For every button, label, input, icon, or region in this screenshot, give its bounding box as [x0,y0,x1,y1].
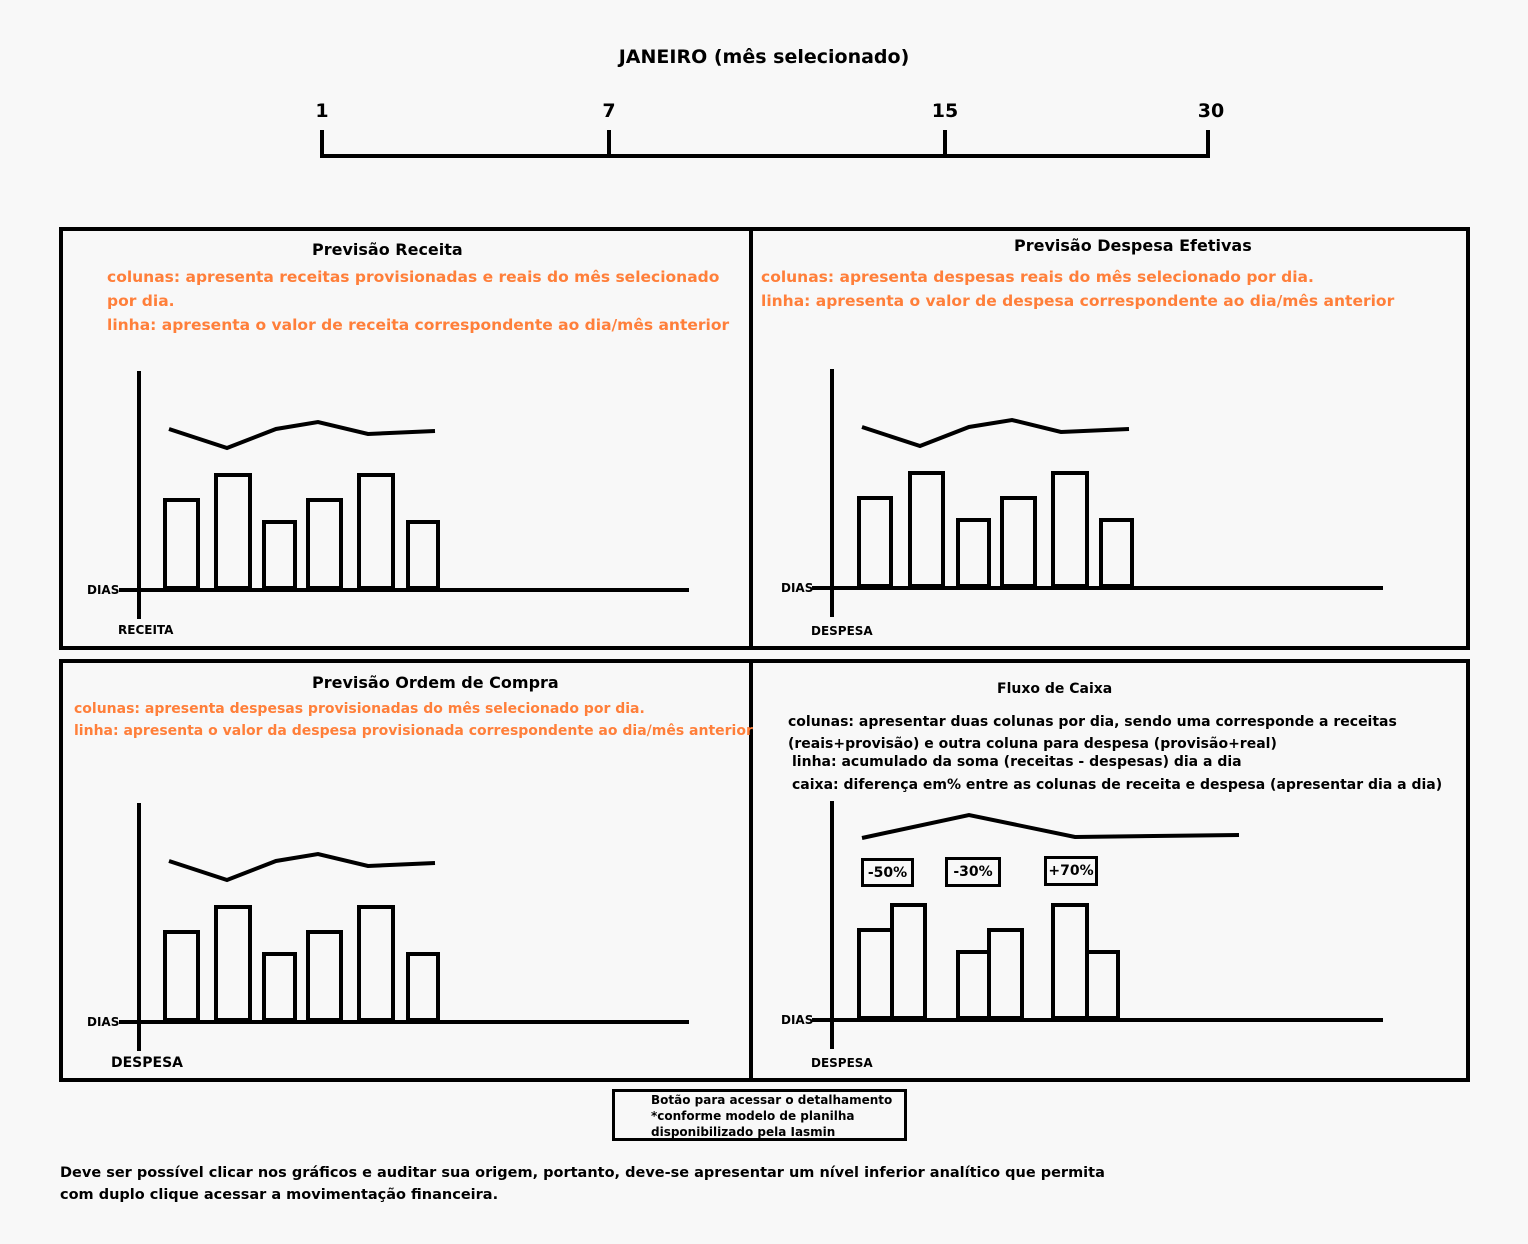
pct-diff-box: -30% [945,857,1001,887]
x-axis-label: DIAS [781,581,814,595]
y-axis-label: RECEITA [118,623,174,637]
bar [890,903,927,1020]
bar [163,930,200,1022]
bar [163,498,200,590]
bar [857,496,893,588]
bar [1051,903,1089,1020]
y-axis-label: DESPESA [811,624,873,638]
bar [357,473,395,590]
trend-line [168,851,436,883]
panel-desc-line: linha: apresenta o valor da despesa prov… [74,723,753,739]
bar [214,905,252,1022]
bar [1000,496,1037,588]
bar [306,498,343,590]
y-axis-label: DESPESA [111,1055,184,1071]
pct-diff-box: +70% [1044,856,1098,886]
day-tick-label: 30 [1197,100,1225,122]
panel-desc-line: colunas: apresenta receitas provisionada… [107,268,720,286]
panel-desc-line: colunas: apresentar duas colunas por dia… [788,714,1397,730]
bar [987,928,1024,1020]
bar [908,471,945,588]
bar [262,952,297,1022]
panel-desc-line: colunas: apresenta despesas reais do mês… [761,268,1314,286]
panel-title-fluxo-caixa: Fluxo de Caixa [997,681,1113,697]
pct-diff-box: -50% [861,858,914,887]
panel-frame-despesa-efetivas [749,227,1470,650]
y-axis-label: DESPESA [811,1056,873,1070]
detail-button-line: disponibilizado pela Iasmin [651,1125,836,1139]
panel-desc-line: linha: acumulado da soma (receitas - des… [792,754,1242,770]
detail-access-button[interactable]: Botão para acessar o detalhamento *confo… [612,1089,907,1141]
bar [1085,950,1120,1020]
day-tick-label: 1 [315,100,329,122]
trend-line [168,419,436,451]
day-tick-label: 15 [931,100,959,122]
panel-desc-line: por dia. [107,292,175,310]
panel-desc-line: colunas: apresenta despesas provisionada… [74,701,645,717]
panel-desc-line: linha: apresenta o valor de despesa corr… [761,292,1395,310]
panel-title-despesa-efetivas: Previsão Despesa Efetivas [1014,236,1252,255]
footer-note-line: com duplo clique acessar a movimentação … [60,1187,499,1203]
bar [357,905,395,1022]
chart-sketch-ordem-compra [119,803,689,1051]
x-axis-label: DIAS [781,1013,814,1027]
panel-desc-line: linha: apresenta o valor de receita corr… [107,316,730,334]
bar [1051,471,1089,588]
chart-sketch-fluxo-caixa [812,801,1383,1049]
panel-title-receita: Previsão Receita [312,240,463,259]
x-axis-label: DIAS [87,1015,120,1029]
bar [306,930,343,1022]
bar [857,928,894,1020]
month-title: JANEIRO (mês selecionado) [618,46,910,68]
panel-frame-fluxo-caixa [749,659,1470,1082]
bar [406,520,440,590]
panel-title-ordem-compra: Previsão Ordem de Compra [312,673,559,692]
bar [956,518,991,588]
chart-sketch-receita [119,371,689,619]
footer-note: Deve ser possível clicar nos gráficos e … [60,1162,1105,1206]
chart-sketch-despesa-efetivas [812,369,1383,617]
bar [214,473,252,590]
timeline [320,130,1210,158]
cumulative-line [861,812,1240,840]
day-tick-label: 7 [602,100,616,122]
bar [956,950,991,1020]
detail-button-line: Botão para acessar o detalhamento [651,1093,893,1107]
detail-button-line: *conforme modelo de planilha [651,1109,855,1123]
bar [406,952,440,1022]
panel-desc-line: (reais+provisão) e outra coluna para des… [788,736,1277,752]
footer-note-line: Deve ser possível clicar nos gráficos e … [60,1165,1105,1181]
bar [1099,518,1134,588]
bar [262,520,297,590]
trend-line [861,417,1130,449]
panel-desc-line: caixa: diferença em% entre as colunas de… [792,777,1443,793]
x-axis-label: DIAS [87,583,120,597]
